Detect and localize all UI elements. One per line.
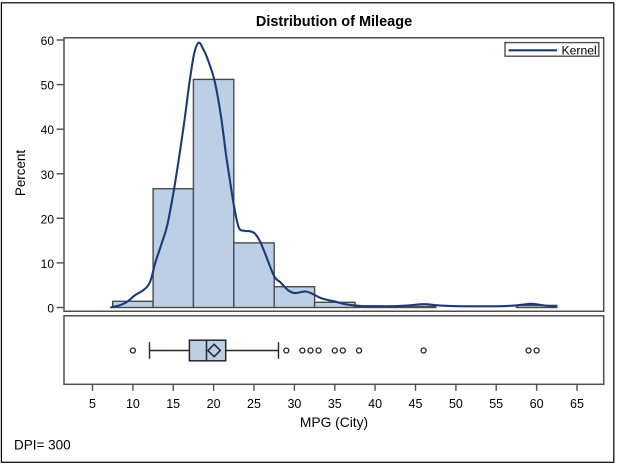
svg-text:0: 0 — [47, 302, 54, 316]
svg-text:15: 15 — [166, 397, 180, 411]
svg-text:40: 40 — [368, 397, 382, 411]
svg-text:55: 55 — [489, 397, 503, 411]
svg-text:50: 50 — [449, 397, 463, 411]
svg-text:65: 65 — [570, 397, 584, 411]
svg-text:20: 20 — [207, 397, 221, 411]
svg-text:50: 50 — [41, 79, 55, 93]
svg-text:Kernel: Kernel — [562, 44, 597, 58]
svg-text:20: 20 — [41, 212, 55, 226]
svg-text:60: 60 — [41, 34, 55, 48]
svg-text:45: 45 — [409, 397, 423, 411]
svg-text:35: 35 — [328, 397, 342, 411]
svg-text:40: 40 — [41, 123, 55, 137]
svg-text:Distribution of Mileage: Distribution of Mileage — [256, 14, 412, 30]
svg-text:60: 60 — [530, 397, 544, 411]
svg-text:5: 5 — [89, 397, 96, 411]
svg-text:10: 10 — [126, 397, 140, 411]
svg-text:DPI= 300: DPI= 300 — [14, 438, 71, 453]
svg-text:10: 10 — [41, 257, 55, 271]
svg-text:30: 30 — [41, 168, 55, 182]
svg-text:25: 25 — [247, 397, 261, 411]
svg-text:Percent: Percent — [13, 150, 28, 196]
svg-text:30: 30 — [287, 397, 301, 411]
svg-text:MPG (City): MPG (City) — [300, 415, 368, 430]
